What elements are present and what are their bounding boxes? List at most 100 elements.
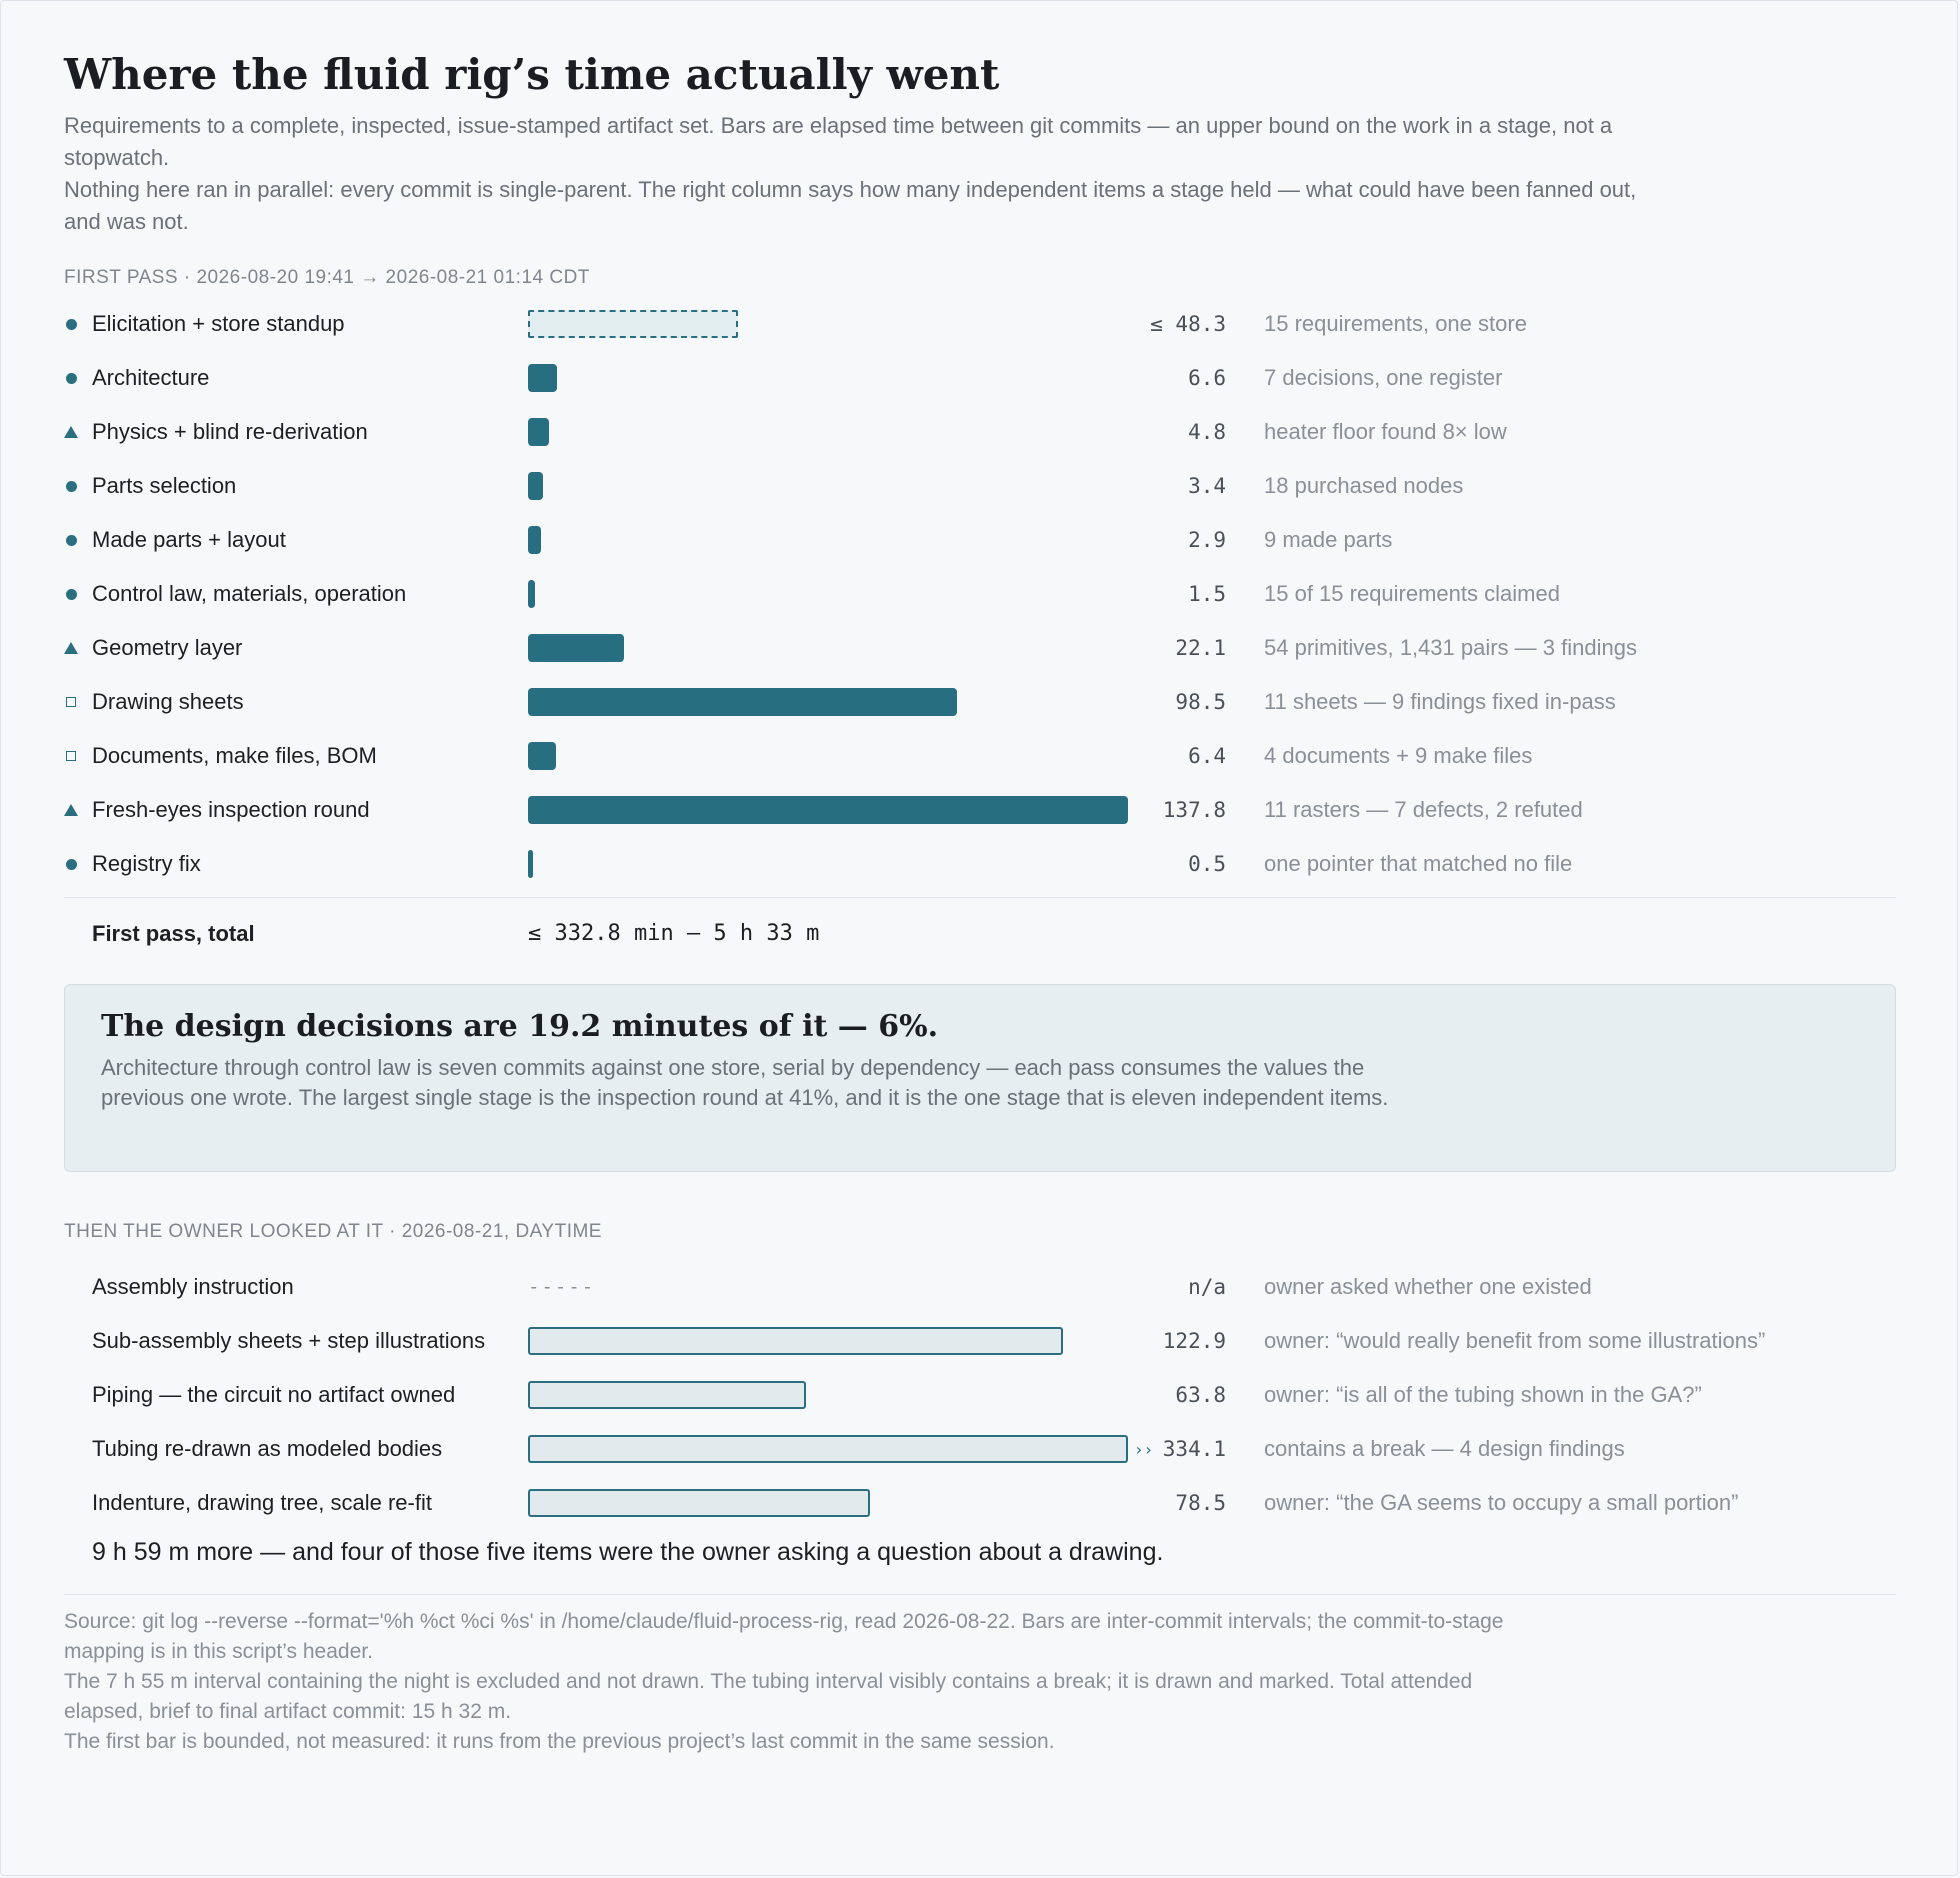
bar-label: Control law, materials, operation	[92, 581, 407, 606]
footer-note: The 7 h 55 m interval containing the nig…	[64, 1670, 1473, 1723]
bar-label: Made parts + layout	[92, 527, 286, 552]
bar-note: 54 primitives, 1,431 pairs — 3 findings	[1264, 635, 1637, 660]
total-label: First pass, total	[92, 921, 255, 946]
bar-note: owner asked whether one existed	[1264, 1274, 1592, 1299]
bar	[528, 688, 957, 716]
intro-paragraph: Requirements to a complete, inspected, i…	[64, 113, 1613, 170]
chart-row: Registry fix 0.5 one pointer that matched …	[64, 837, 1896, 891]
square-marker-icon	[66, 751, 76, 761]
bar-value: 3.4	[1188, 474, 1226, 498]
row-marker	[64, 351, 78, 405]
first-pass-chart: Elicitation + store standup ≤ 48.3 15 requ…	[64, 297, 1896, 891]
chart-row: Elicitation + store standup ≤ 48.3 15 requ…	[64, 297, 1896, 351]
bar-note: 15 requirements, one store	[1264, 311, 1527, 336]
chart-row: Documents, make files, BOM 6.4 4 documents…	[64, 729, 1896, 783]
chart-row: Geometry layer 22.1 54 primitives, 1,431 p…	[64, 621, 1896, 675]
bar	[528, 364, 557, 392]
bar-track	[528, 513, 1148, 567]
bar-note: owner: “is all of the tubing shown in th…	[1264, 1382, 1702, 1407]
row-marker	[64, 405, 78, 459]
row-marker	[64, 783, 78, 837]
circle-marker-icon	[65, 858, 77, 870]
bar-note: 7 decisions, one register	[1264, 365, 1503, 390]
circle-marker-icon	[65, 588, 77, 600]
bar-track	[528, 783, 1148, 837]
chart-row: Tubing re-drawn as modeled bodies ›› 334.1…	[64, 1422, 1896, 1476]
row-marker	[64, 621, 78, 675]
bar-track: -----	[528, 1260, 1148, 1314]
bar-value: 1.5	[1188, 582, 1226, 606]
bar-value: 78.5	[1175, 1491, 1226, 1515]
circle-marker-icon	[65, 480, 77, 492]
section-title-owner: THEN THE OWNER LOOKED AT IT · 2026-08-21…	[64, 1221, 602, 1242]
bar-label: Parts selection	[92, 473, 237, 498]
triangle-marker-icon	[64, 804, 78, 816]
chart-row: Made parts + layout 2.9 9 made parts	[64, 513, 1896, 567]
bar-label: Fresh-eyes inspection round	[92, 797, 370, 822]
callout-body: Architecture through control law is seve…	[101, 1055, 1389, 1110]
first-pass-total: First pass, total ≤ 332.8 min — 5 h 33 m	[64, 898, 1896, 970]
bar-track	[528, 351, 1148, 405]
bar-note: heater floor found 8× low	[1264, 419, 1507, 444]
circle-marker-icon	[65, 372, 77, 384]
bar-value: 4.8	[1188, 420, 1226, 444]
row-marker	[64, 675, 78, 729]
footer-note: Source: git log --reverse --format='%h %…	[64, 1610, 1504, 1663]
page-title: Where the fluid rig’s time actually went	[64, 50, 1000, 99]
summary-line: 9 h 59 m more — and four of those five i…	[92, 1538, 1164, 1566]
bar-note: owner: “would really benefit from some i…	[1264, 1328, 1766, 1353]
bar-value: 2.9	[1188, 528, 1226, 552]
chart-row: Sub-assembly sheets + step illustrations…	[64, 1314, 1896, 1368]
bar-label: Indenture, drawing tree, scale re-fit	[92, 1490, 432, 1515]
bar-track	[528, 837, 1148, 891]
bar-label: Tubing re-drawn as modeled bodies	[92, 1436, 443, 1461]
bar-label: Architecture	[92, 365, 210, 390]
bar-track	[528, 729, 1148, 783]
bar-label: Elicitation + store standup	[92, 311, 345, 336]
empty-bar-placeholder: -----	[528, 1276, 596, 1298]
bar-value: 63.8	[1175, 1383, 1226, 1407]
circle-marker-icon	[65, 534, 77, 546]
bar	[528, 742, 556, 770]
bar-track	[528, 675, 1148, 729]
chart-row: Control law, materials, operation 1.5 15 o…	[64, 567, 1896, 621]
chart-row: Assembly instruction ----- n/a owner asked …	[64, 1260, 1896, 1314]
bar-note: 4 documents + 9 make files	[1264, 743, 1533, 768]
bar	[528, 850, 533, 878]
total-value: ≤ 332.8 min — 5 h 33 m	[528, 921, 820, 946]
bar-track	[528, 459, 1148, 513]
bar-track	[528, 1314, 1148, 1368]
bar-note: 18 purchased nodes	[1264, 473, 1464, 498]
triangle-marker-icon	[64, 426, 78, 438]
bar	[528, 580, 535, 608]
chart-row: Piping — the circuit no artifact owned 63…	[64, 1368, 1896, 1422]
square-marker-icon	[66, 697, 76, 707]
bar-track	[528, 1368, 1148, 1422]
bar-value: 98.5	[1175, 690, 1226, 714]
divider	[64, 897, 1896, 898]
row-marker	[64, 729, 78, 783]
bar	[528, 1489, 870, 1517]
bar-track	[528, 621, 1148, 675]
bar	[528, 796, 1128, 824]
bar-value: n/a	[1188, 1275, 1226, 1299]
bar-label: Piping — the circuit no artifact owned	[92, 1382, 456, 1407]
footer-note: The first bar is bounded, not measured: …	[64, 1730, 1055, 1753]
chart-row: Parts selection 3.4 18 purchased nodes	[64, 459, 1896, 513]
bar-value: 334.1	[1162, 1437, 1226, 1461]
callout-title: The design decisions are 19.2 minutes of…	[101, 1009, 939, 1044]
callout-box: The design decisions are 19.2 minutes of…	[64, 984, 1896, 1172]
bar-track: ››	[528, 1422, 1153, 1476]
bar-track	[528, 405, 1148, 459]
bar-note: 11 sheets — 9 findings fixed in-pass	[1264, 689, 1616, 714]
bar-note: 9 made parts	[1264, 527, 1393, 552]
bar	[528, 526, 541, 554]
bar-value: 0.5	[1188, 852, 1226, 876]
bar	[528, 472, 543, 500]
report: Where the fluid rig’s time actually went…	[64, 44, 1896, 1757]
bar-value: 22.1	[1175, 636, 1226, 660]
chart-row: Fresh-eyes inspection round 137.8 11 raste…	[64, 783, 1896, 837]
bar-label: Sub-assembly sheets + step illustrations	[92, 1328, 486, 1353]
bar-label: Documents, make files, BOM	[92, 743, 377, 768]
